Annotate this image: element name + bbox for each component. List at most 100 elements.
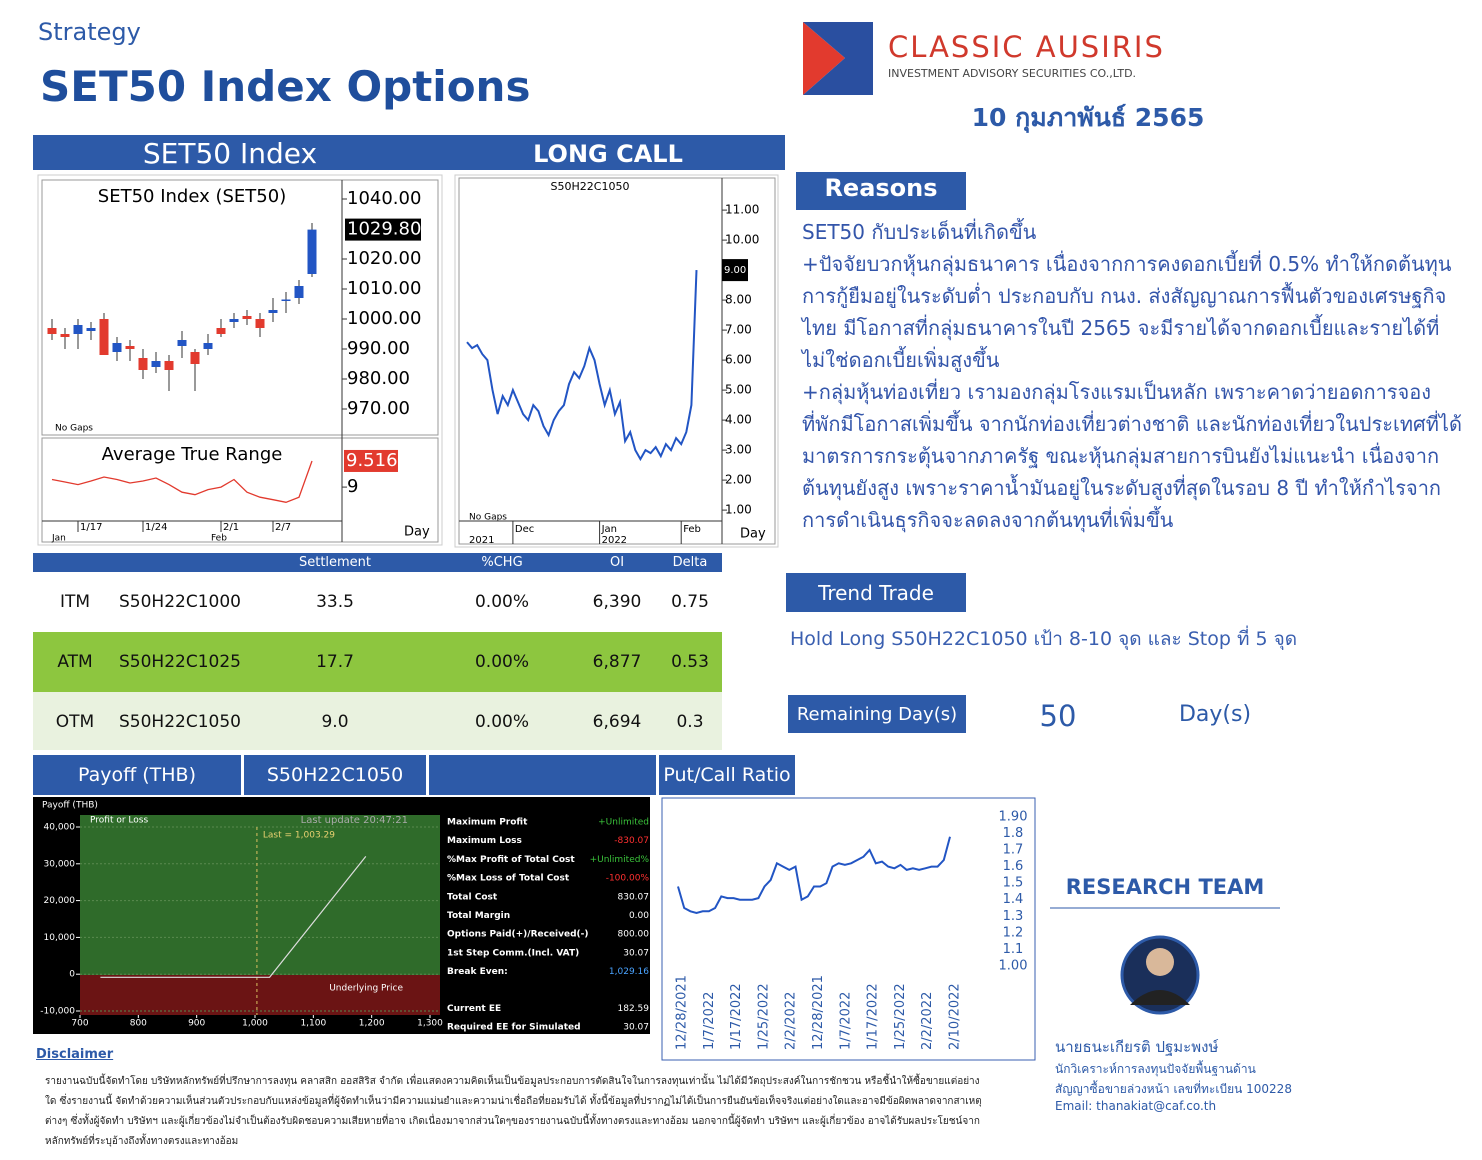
tab-label: Payoff (THB) [78,764,196,786]
month-label: Feb [211,534,227,544]
month-label: Jan [51,534,66,544]
x-tick-label: 1/25/2022 [756,983,771,1050]
metric-value: 182.59 [618,1004,650,1014]
paragraph: SET50 กับประเด็นที่เกิดขึ้น [802,220,1037,244]
candle-body [281,299,291,301]
x-tick-label: 1/7/2022 [838,992,853,1050]
table-cell: S50H22C1000 [119,592,241,612]
disclaimer-title: Disclaimer [36,1047,114,1062]
y-tick-label: 0 [69,970,75,980]
x-tick-label: 800 [130,1019,147,1029]
title: SET50 Index Options [40,62,531,111]
table-header-cell: Delta [672,555,708,570]
x-axis-label: Day [740,527,766,542]
remaining-label: Remaining Day(s) [796,704,958,725]
x-tick-label: 2/2/2022 [920,992,935,1050]
last-value-box [722,259,748,282]
candle-body [307,229,317,274]
table-cell: 0.53 [671,652,709,672]
last-value-label: 9.00 [724,265,746,276]
row-otm [33,692,722,750]
tab [33,755,241,795]
last-value-box [345,218,421,241]
metric-label: Required EE for Simulated [447,1023,581,1033]
candle-body [151,361,161,367]
candle-body [112,343,122,352]
pcr-panel [661,797,1036,1061]
y-tick-label: -10,000 [40,1007,75,1017]
table-header-cell: OI [609,555,625,570]
metric-value: +Unlimited [598,818,649,828]
remaining-unit: Day(s) [1178,702,1252,727]
candle-body [177,340,187,346]
tab-label: Put/Call Ratio [663,764,791,786]
profit-zone [80,815,440,975]
x-tick-label: Jan [601,524,617,535]
remaining-value: 50 [1039,699,1077,733]
y-tick-label: 20,000 [44,896,76,906]
table-cell: 0.3 [676,712,704,732]
y-tick-label: 7.00 [725,323,752,337]
candle-body [190,352,200,364]
table-cell: 0.00% [474,652,530,672]
x-tick-label: 1,100 [300,1019,326,1029]
candle-body [255,319,265,328]
y-tick-label: 1.90 [999,809,1028,824]
table-header [33,553,722,572]
y-tick-label: 40,000 [44,823,76,833]
research-title: RESEARCH TEAM [1065,875,1265,899]
reasons-title: Reasons [824,174,938,202]
x-tick-label: 1/7/2022 [702,992,717,1050]
y-tick-label: 1.6 [1003,859,1024,874]
last-value-label: 1029.80 [347,219,421,240]
candle-body [164,361,174,370]
tab [244,755,426,795]
reasons-text: SET50 กับประเด็นที่เกิดขึ้น +ปัจจัยบวกหุ… [802,216,1464,536]
x-axis-label: Underlying Price [329,984,403,994]
y-tick-label: 10,000 [44,933,76,943]
x-tick-label: 2/10/2022 [948,983,963,1050]
y-tick-label: 1.2 [1003,925,1024,940]
pcr-line [677,836,951,915]
set50-frame [41,179,439,436]
y-tick-label: 990.00 [347,338,410,359]
trend-text: Hold Long S50H22C1050 เป้า 8-10 จุด และ … [790,628,1298,650]
paragraph: +กลุ่มหุ้นท่องเที่ยว เรามองกลุ่มโรงแรมเป… [802,380,1462,532]
metric-value: -100.00% [606,874,650,884]
y-tick-label: 9 [347,476,358,497]
x-tick-label: 1/17/2022 [729,983,744,1050]
x-tick-label: 1,000 [242,1019,268,1029]
y-tick-label: 1.7 [1003,843,1024,858]
chart-note: No Gaps [55,424,93,434]
y-tick-label: 970.00 [347,398,410,419]
tab [429,755,656,795]
candle-body [86,328,96,331]
y-tick-label: 1.5 [1003,876,1024,891]
payoff-line [100,856,367,978]
update-label: Last update 20:47:21 [301,815,408,826]
y-tick-label: 1.1 [1003,942,1024,957]
metric-label: Maximum Loss [447,836,522,846]
y-tick-label: 4.00 [725,413,752,427]
metric-value: 1,029.16 [609,967,649,977]
x-tick-label: 2/2/2022 [784,992,799,1050]
table-cell: S50H22C1050 [119,712,241,732]
chart-title: Average True Range [102,444,283,465]
candle-body [203,343,213,349]
table-header-cell: Settlement [298,555,372,570]
candle-body [294,286,304,298]
photo-body [1130,990,1190,1005]
panel-title: LONG CALL [533,140,683,168]
row-atm [33,632,722,692]
option-frame [458,177,776,545]
chart-title: SET50 Index (SET50) [98,186,286,207]
metric-label: Current EE [447,1004,501,1014]
table-cell: 0.00% [474,592,530,612]
y-tick-label: 2.00 [725,473,752,487]
metric-value: +Unlimited% [590,855,650,865]
candle-body [242,316,252,319]
tab-label: S50H22C1050 [266,764,404,786]
table-header-cell: %CHG [481,555,523,570]
year-label: 2021 [469,535,494,546]
